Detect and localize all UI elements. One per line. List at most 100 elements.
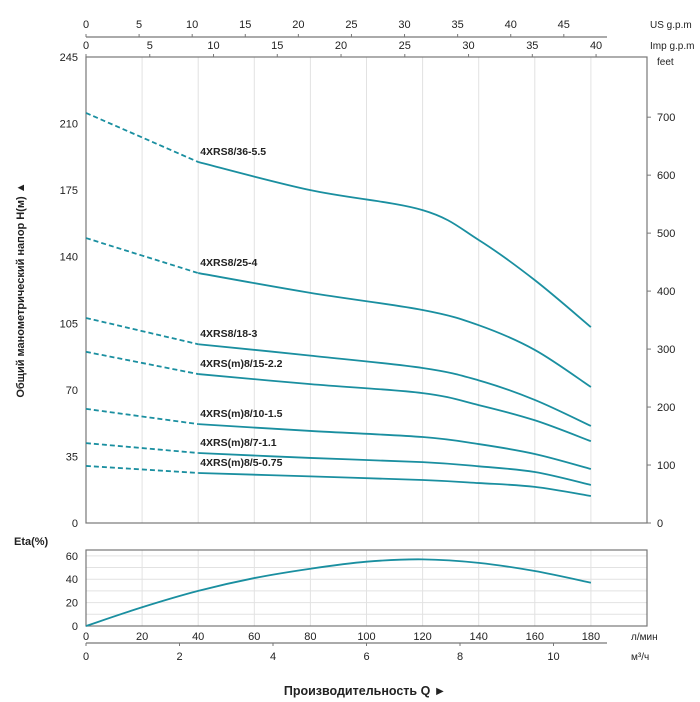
feet-tick-label: 500 xyxy=(657,228,675,240)
curve-label: 4XRS8/25-4 xyxy=(200,257,257,269)
m3h-axis-label: м³/ч xyxy=(631,652,649,663)
imp-gpm-tick-label: 10 xyxy=(207,40,219,52)
imp-gpm-tick-label: 35 xyxy=(526,40,538,52)
eta-axis-label: Eta(%) xyxy=(14,536,49,548)
lmin-tick-label: 20 xyxy=(136,631,148,643)
us-gpm-tick-label: 40 xyxy=(505,19,517,31)
feet-tick-label: 0 xyxy=(657,518,663,530)
head-curve-dashed-segment xyxy=(85,317,199,346)
y-tick-label: 175 xyxy=(60,185,78,197)
eta-y-tick-label: 20 xyxy=(66,598,78,610)
head-curve: 4XRS(m)8/5-0.75 xyxy=(85,457,592,497)
lmin-tick-label: 80 xyxy=(304,631,316,643)
imp-gpm-tick-label: 25 xyxy=(399,40,411,52)
head-curve: 4XRS(m)8/7-1.1 xyxy=(85,437,592,486)
head-curve: 4XRS(m)8/10-1.5 xyxy=(85,407,592,470)
us-gpm-tick-label: 15 xyxy=(239,19,251,31)
us-gpm-tick-label: 35 xyxy=(452,19,464,31)
imp-gpm-tick-label: 5 xyxy=(147,40,153,52)
us-gpm-tick-label: 0 xyxy=(83,19,89,31)
feet-tick-label: 400 xyxy=(657,286,675,298)
head-curve: 4XRS8/25-4 xyxy=(85,237,592,388)
lmin-tick-label: 120 xyxy=(413,631,431,643)
imp-gpm-tick-label: 30 xyxy=(462,40,474,52)
lmin-tick-label: 100 xyxy=(357,631,375,643)
feet-tick-label: 600 xyxy=(657,170,675,182)
curve-label: 4XRS8/36-5.5 xyxy=(200,146,266,158)
feet-tick-label: 300 xyxy=(657,344,675,356)
y-tick-label: 35 xyxy=(66,451,78,463)
head-plot-frame xyxy=(85,56,648,524)
imp-gpm-tick-label: 20 xyxy=(335,40,347,52)
lmin-tick-label: 160 xyxy=(526,631,544,643)
us-gpm-tick-label: 5 xyxy=(136,19,142,31)
lmin-tick-label: 0 xyxy=(83,631,89,643)
curve-label: 4XRS(m)8/7-1.1 xyxy=(200,437,277,449)
m3h-tick-label: 10 xyxy=(547,651,559,663)
y-tick-label: 210 xyxy=(60,119,78,131)
head-curve-dashed-segment xyxy=(85,407,199,425)
head-curve-solid-segment xyxy=(198,373,592,443)
head-curve-dashed-segment xyxy=(85,442,199,454)
us-gpm-tick-label: 10 xyxy=(186,19,198,31)
imp-gpm-tick-label: 40 xyxy=(590,40,602,52)
axes: 0357010514017521024501002003004005006007… xyxy=(14,19,694,663)
head-curve: 4XRS(m)8/15-2.2 xyxy=(85,350,592,443)
head-curve: 4XRS8/18-3 xyxy=(85,317,592,427)
us-gpm-axis-label: US g.p.m xyxy=(650,20,692,31)
lmin-tick-label: 40 xyxy=(192,631,204,643)
us-gpm-tick-label: 45 xyxy=(558,19,570,31)
efficiency-curve-group xyxy=(85,558,592,627)
efficiency-curve xyxy=(85,558,592,627)
imp-gpm-tick-label: 0 xyxy=(83,40,89,52)
lmin-axis-label: л/мин xyxy=(631,632,658,643)
feet-tick-label: 100 xyxy=(657,460,675,472)
y-tick-label: 105 xyxy=(60,318,78,330)
head-curve-solid-segment xyxy=(198,272,592,388)
y-tick-label: 70 xyxy=(66,385,78,397)
curve-label: 4XRS(m)8/10-1.5 xyxy=(200,408,282,420)
eta-plot-frame xyxy=(85,549,648,627)
curve-label: 4XRS(m)8/5-0.75 xyxy=(200,457,282,469)
us-gpm-tick-label: 30 xyxy=(398,19,410,31)
head-curve-dashed-segment xyxy=(85,350,199,375)
head-curves: 4XRS8/36-5.5 4XRS8/25-4 4XRS8/18-3 4XRS(m)8… xyxy=(85,112,592,497)
head-curve-dashed-segment xyxy=(85,465,199,474)
m3h-tick-label: 2 xyxy=(176,651,182,663)
head-curve-solid-segment xyxy=(197,161,592,328)
head-curve-solid-segment xyxy=(198,423,592,470)
head-curve-dashed-segment xyxy=(85,112,199,163)
head-curve-solid-segment xyxy=(198,472,592,497)
feet-tick-label: 700 xyxy=(657,112,675,124)
lmin-tick-label: 60 xyxy=(248,631,260,643)
eta-y-tick-label: 60 xyxy=(66,551,78,563)
axis-labels: Производительность Q ► Общий манометричес… xyxy=(15,182,446,698)
y-tick-label: 245 xyxy=(60,52,78,64)
imp-gpm-tick-label: 15 xyxy=(271,40,283,52)
head-curve-dashed-segment xyxy=(85,237,199,274)
y-tick-label: 0 xyxy=(72,518,78,530)
eta-y-tick-label: 40 xyxy=(66,574,78,586)
y-tick-label: 140 xyxy=(60,252,78,264)
feet-axis-label: feet xyxy=(657,57,674,68)
imp-gpm-axis-label: Imp g.p.m xyxy=(650,41,694,52)
us-gpm-tick-label: 20 xyxy=(292,19,304,31)
m3h-tick-label: 0 xyxy=(83,651,89,663)
m3h-tick-label: 4 xyxy=(270,651,276,663)
us-gpm-tick-label: 25 xyxy=(345,19,357,31)
lmin-tick-label: 140 xyxy=(470,631,488,643)
head-curve-solid-segment xyxy=(198,452,592,486)
curve-label: 4XRS8/18-3 xyxy=(200,328,257,340)
x-axis-title: Производительность Q ► xyxy=(284,684,446,698)
eta-y-tick-label: 0 xyxy=(72,621,78,633)
grid xyxy=(86,57,647,626)
head-curve: 4XRS8/36-5.5 xyxy=(85,112,592,328)
m3h-tick-label: 6 xyxy=(363,651,369,663)
lmin-tick-label: 180 xyxy=(582,631,600,643)
m3h-tick-label: 8 xyxy=(457,651,463,663)
curve-label: 4XRS(m)8/15-2.2 xyxy=(200,358,282,370)
y-axis-title: Общий манометрический напор H(м) ▲ xyxy=(15,182,27,397)
feet-tick-label: 200 xyxy=(657,402,675,414)
head-curve-solid-segment xyxy=(198,343,592,427)
